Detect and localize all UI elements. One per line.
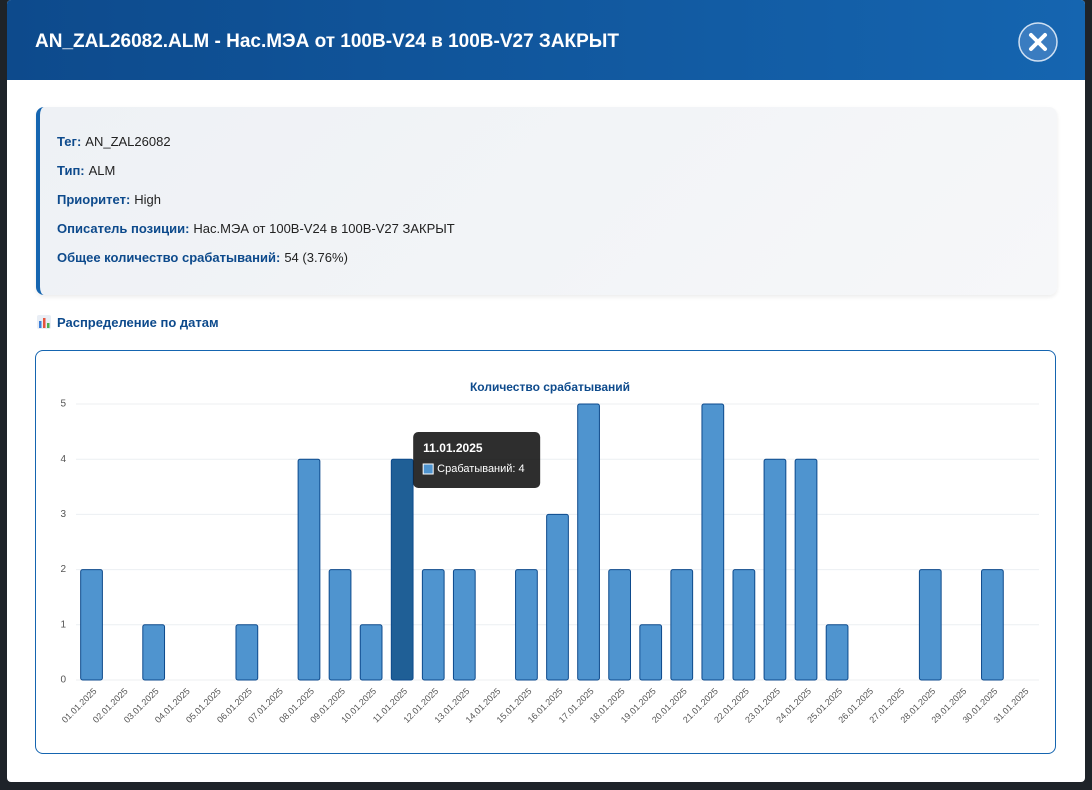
modal: AN_ZAL26082.ALM - Нас.МЭА от 100В-V24 в … <box>7 0 1085 782</box>
tooltip-box <box>413 432 541 488</box>
info-box: Тег: AN_ZAL26082 Тип: ALM Приоритет: High Опис… <box>36 107 1057 295</box>
bar <box>732 569 756 681</box>
y-tick-label: 0 <box>60 675 66 686</box>
bar <box>825 624 849 681</box>
bar <box>421 569 445 681</box>
y-tick-label: 2 <box>60 564 66 575</box>
chart-icon <box>37 315 51 329</box>
info-row: Тип: ALM <box>57 163 1057 192</box>
info-value: High <box>134 192 162 207</box>
bar <box>546 513 569 681</box>
tooltip: 11.01.2025 Срабатываний: 4 <box>413 432 541 488</box>
bar <box>577 403 600 681</box>
bar <box>981 569 1004 681</box>
bar <box>918 569 942 681</box>
info-row: Приоритет: High <box>57 192 1057 221</box>
bar <box>639 624 663 681</box>
info-label: Тег: <box>57 134 82 149</box>
bar <box>763 458 787 681</box>
bar <box>142 624 166 681</box>
section-title: Распределение по датам <box>57 315 219 330</box>
info-row: Общее количество срабатываний: 54 (3.76%) <box>57 250 1057 279</box>
info-value: 54 (3.76%) <box>284 250 348 265</box>
chart: Количество срабатываний 01234501.01.2025… <box>60 380 1039 725</box>
close-button[interactable] <box>1018 22 1058 62</box>
bar <box>452 569 476 681</box>
info-label: Тип: <box>57 163 85 178</box>
info-label: Описатель позиции: <box>57 221 190 236</box>
bar <box>359 624 383 681</box>
chart-container: Количество срабатываний 0 1 2 3 4 5 01.01.2025… <box>35 350 1056 754</box>
tooltip-swatch <box>422 463 434 475</box>
info-label: Приоритет: <box>57 192 131 207</box>
section-heading: Распределение по датам <box>37 315 219 330</box>
bar <box>297 458 321 681</box>
chart-title: Количество срабатываний <box>470 380 630 394</box>
y-tick-label: 4 <box>60 454 66 465</box>
bar <box>328 569 352 681</box>
bar <box>515 569 538 681</box>
bar <box>235 624 259 681</box>
modal-title: AN_ZAL26082.ALM - Нас.МЭА от 100В-V24 в … <box>35 31 620 52</box>
bar <box>80 569 103 681</box>
info-value: Нас.МЭА от 100В-V24 в 100В-V27 ЗАКРЫТ <box>193 221 455 236</box>
info-row: Тег: AN_ZAL26082 <box>57 134 1057 163</box>
bar <box>390 458 414 681</box>
tooltip-text: Срабатываний: 4 <box>437 463 524 475</box>
bar <box>670 569 694 681</box>
bar <box>794 458 818 681</box>
y-tick-label: 3 <box>60 509 66 520</box>
modal-header: AN_ZAL26082.ALM - Нас.МЭА от 100В-V24 в … <box>7 0 1085 80</box>
info-row: Описатель позиции: Нас.МЭА от 100В-V24 в … <box>57 221 1057 250</box>
y-tick-label: 5 <box>60 399 66 410</box>
bar <box>608 569 632 681</box>
bar <box>701 403 725 681</box>
info-value: AN_ZAL26082 <box>85 134 171 149</box>
tooltip-title: 11.01.2025 <box>423 441 483 455</box>
info-label: Общее количество срабатываний: <box>57 250 281 265</box>
y-tick-label: 1 <box>60 619 66 630</box>
info-value: ALM <box>88 163 116 178</box>
